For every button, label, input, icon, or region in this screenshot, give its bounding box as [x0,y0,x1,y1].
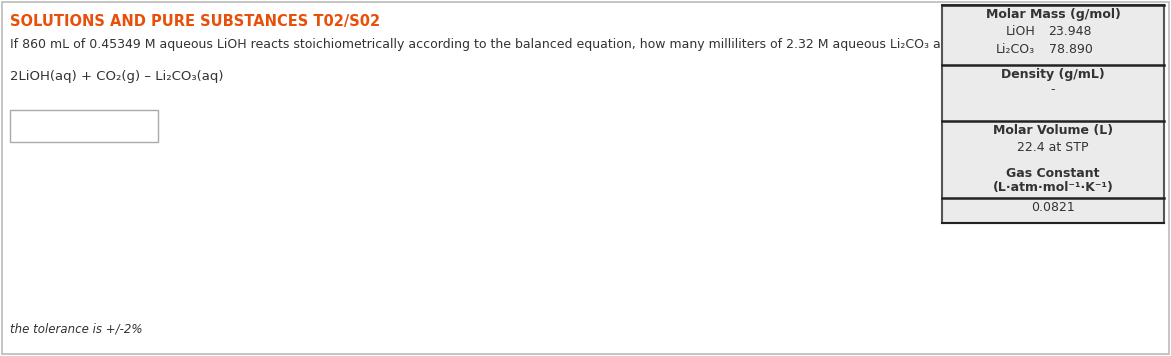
Text: 22.4 at STP: 22.4 at STP [1018,141,1089,154]
Bar [941,5,1164,223]
Text: 78.890: 78.890 [1048,43,1093,56]
Text: 2LiOH(aq) + CO₂(g) – Li₂CO₃(aq): 2LiOH(aq) + CO₂(g) – Li₂CO₃(aq) [11,70,224,83]
Text: the tolerance is +/-2%: the tolerance is +/-2% [11,322,143,335]
Bar [11,110,158,142]
Text: Molar Volume (L): Molar Volume (L) [993,124,1114,137]
Text: -: - [1050,83,1055,96]
Text: 0.0821: 0.0821 [1032,201,1075,214]
Text: Li₂CO₃: Li₂CO₃ [997,43,1035,56]
Text: Gas Constant: Gas Constant [1006,167,1100,180]
Text: Density (g/mL): Density (g/mL) [1001,68,1105,81]
Text: If 860 mL of 0.45349 M aqueous LiOH reacts stoichiometrically according to the b: If 860 mL of 0.45349 M aqueous LiOH reac… [11,38,1023,51]
Text: 23.948: 23.948 [1048,25,1093,38]
Text: Molar Mass (g/mol): Molar Mass (g/mol) [986,8,1121,21]
Text: (L·atm·mol⁻¹·K⁻¹): (L·atm·mol⁻¹·K⁻¹) [993,181,1114,194]
Text: LiOH: LiOH [1006,25,1035,38]
Text: SOLUTIONS AND PURE SUBSTANCES T02/S02: SOLUTIONS AND PURE SUBSTANCES T02/S02 [11,14,381,29]
